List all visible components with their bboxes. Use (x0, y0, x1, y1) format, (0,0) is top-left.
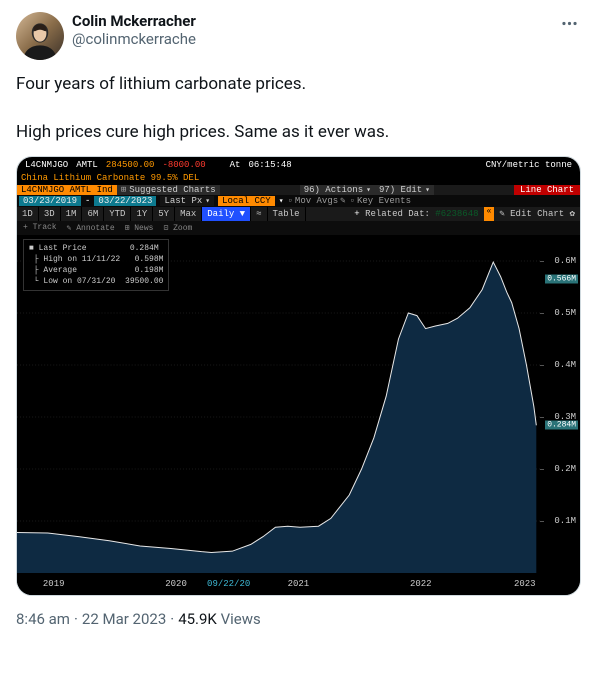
keyevents-label: Key Events (357, 196, 411, 206)
subtool-item[interactable]: ⊞ News (125, 223, 154, 233)
date-from-input[interactable]: 03/23/2019 (19, 196, 81, 206)
actions-label: 96) Actions (304, 185, 363, 195)
edit-chart-button[interactable]: ✎ Edit Chart ✿ (494, 207, 580, 221)
y-marker: 0.284M (545, 421, 578, 430)
chart-mode-label: Line Chart (514, 185, 580, 195)
localccy-button[interactable]: Local CCY (218, 196, 275, 206)
author-display-name[interactable]: Colin Mckerracher (72, 12, 196, 30)
x-tick: 2019 (43, 579, 65, 589)
range-interval-dropdown[interactable]: Daily ▼ (202, 207, 251, 221)
edit-chart-label: Edit Chart (510, 209, 564, 219)
suggested-charts-button[interactable]: ⊞Suggested Charts (117, 185, 220, 195)
x-tick: 2021 (288, 579, 310, 589)
quote-time: 06:15:48 (244, 159, 295, 171)
price-change: -8000.00 (158, 159, 209, 171)
avatar[interactable] (16, 12, 64, 60)
instrument-desc: China Lithium Carbonate 99.5% DEL (21, 173, 199, 183)
ticker-symbol: L4CNMJGO (21, 159, 72, 171)
range-6m[interactable]: 6M (82, 207, 104, 221)
y-tick: 0.6M (554, 256, 576, 266)
tweet-meta: 8:46 am·22 Mar 2023·45.9K Views (16, 610, 581, 628)
keyevents-toggle[interactable]: ▫Key Events (350, 196, 411, 206)
range-5y[interactable]: 5Y (153, 207, 175, 221)
related-id: #6238648 (435, 209, 478, 219)
nav-arrows[interactable]: « (484, 207, 495, 221)
last-price: 284500.00 (102, 159, 159, 171)
exchange-code: AMTL (72, 159, 102, 171)
author-names: Colin Mckerracher @colinmckerrache (72, 12, 196, 60)
edit-menu[interactable]: 97) Edit▾ (375, 185, 434, 195)
range-1m[interactable]: 1M (61, 207, 83, 221)
lastpx-button[interactable]: Last Px▾ (160, 196, 214, 206)
mini-chart-icon[interactable]: ≈ (251, 207, 267, 221)
y-axis: 0.1M0.2M0.3M0.4M0.5M0.6M0.566M0.284M (540, 235, 580, 573)
x-tick: 2022 (410, 579, 432, 589)
tweet-time[interactable]: 8:46 am (16, 610, 70, 628)
chart-body[interactable]: ■ Last Price 0.284M ├ High on 11/11/22 0… (17, 235, 580, 595)
tweet-text: Four years of lithium carbonate prices. … (16, 72, 581, 144)
range-toolbar: 1D3D1M6MYTD1Y5YMax Daily ▼ ≈ Table + Rel… (17, 207, 580, 221)
edit-label: 97) Edit (379, 185, 422, 195)
table-button[interactable]: Table (268, 207, 306, 221)
tweet-container: Colin Mckerracher @colinmckerrache Four … (0, 0, 597, 640)
x-axis: 2019 2020 09/22/20 2021 2022 2023 (17, 573, 540, 595)
views-label: Views (221, 610, 261, 628)
y-marker: 0.566M (545, 274, 578, 283)
y-tick: 0.5M (554, 308, 576, 318)
at-label: At (226, 159, 245, 171)
lastpx-label: Last Px (164, 196, 202, 206)
terminal-bar-3: L4CNMJGO AMTL Ind ⊞Suggested Charts 96) … (17, 185, 580, 195)
subtool-item[interactable]: ⊡ Zoom (163, 223, 192, 233)
price-info-box: ■ Last Price 0.284M ├ High on 11/11/22 0… (23, 239, 169, 291)
subtool-item[interactable]: ✎ Annotate (67, 223, 115, 233)
y-tick: 0.1M (554, 516, 576, 526)
subtool-item[interactable]: + Track (23, 223, 57, 233)
range-1d[interactable]: 1D (17, 207, 39, 221)
related-label: Related Dat: (365, 209, 430, 219)
unit-label: CNY/metric tonne (482, 159, 576, 171)
terminal-header-1: L4CNMJGO AMTL 284500.00 -8000.00 At 06:1… (17, 157, 580, 173)
suggested-charts-label: Suggested Charts (129, 185, 215, 195)
ind-label[interactable]: L4CNMJGO AMTL Ind (17, 185, 117, 195)
y-tick: 0.4M (554, 360, 576, 370)
views-count[interactable]: 45.9K (178, 610, 217, 628)
movavgs-toggle[interactable]: ▫Mov Avgs✎ (288, 196, 346, 206)
movavgs-label: Mov Avgs (295, 196, 338, 206)
terminal-bar-4: 03/23/2019 - 03/22/2023 Last Px▾ Local C… (17, 195, 580, 207)
tweet-date[interactable]: 22 Mar 2023 (82, 610, 166, 628)
range-ytd[interactable]: YTD (104, 207, 131, 221)
more-icon[interactable] (558, 12, 581, 39)
terminal: L4CNMJGO AMTL 284500.00 -8000.00 At 06:1… (17, 157, 580, 595)
range-max[interactable]: Max (175, 207, 202, 221)
range-1y[interactable]: 1Y (131, 207, 153, 221)
tweet-header: Colin Mckerracher @colinmckerrache (16, 12, 581, 60)
x-tick: 09/22/20 (207, 579, 250, 589)
range-3d[interactable]: 3D (39, 207, 61, 221)
annotate-toolbar: + Track ✎ Annotate ⊞ News ⊡ Zoom (17, 221, 580, 235)
x-tick: 2023 (514, 579, 536, 589)
y-tick: 0.2M (554, 464, 576, 474)
date-sep: - (85, 196, 90, 206)
related-data-label: + Related Dat: #6238648 (349, 207, 483, 221)
date-to-input[interactable]: 03/22/2023 (94, 196, 156, 206)
x-tick: 2020 (165, 579, 187, 589)
embedded-terminal-image[interactable]: L4CNMJGO AMTL 284500.00 -8000.00 At 06:1… (16, 156, 581, 596)
actions-menu[interactable]: 96) Actions▾ (300, 185, 375, 195)
header-left: Colin Mckerracher @colinmckerrache (16, 12, 196, 60)
chevron-down-icon[interactable]: ▾ (279, 196, 284, 206)
terminal-header-2: China Lithium Carbonate 99.5% DEL (17, 173, 580, 185)
author-handle[interactable]: @colinmckerrache (72, 30, 196, 48)
